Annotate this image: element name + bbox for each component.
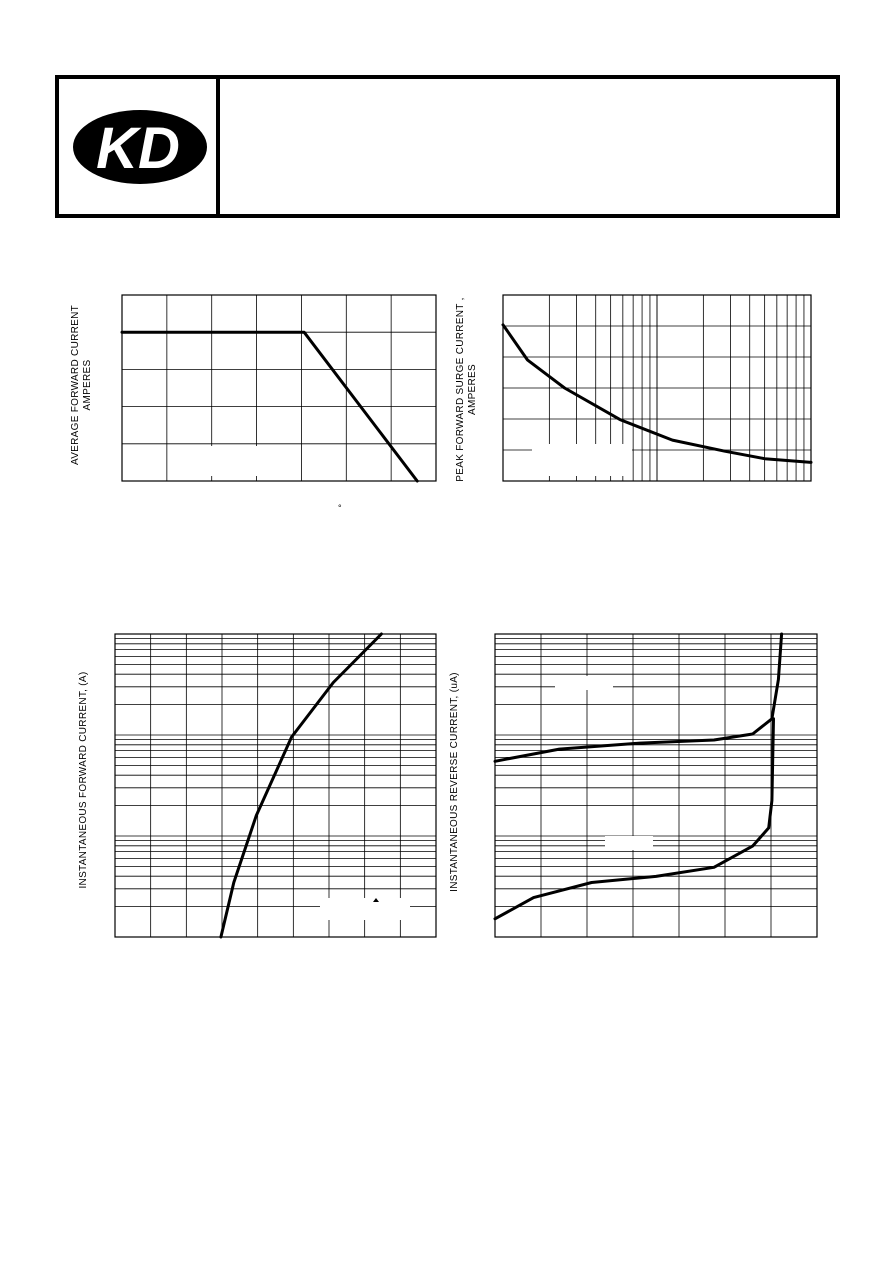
logo-cell: KD — [59, 79, 220, 214]
header-frame: KD — [55, 75, 840, 218]
chart-forward-legend-blank — [320, 898, 410, 920]
chart-reverse-label-upper-blank — [555, 676, 613, 690]
chart-derating-frame — [121, 294, 437, 482]
logo-text: KD — [96, 116, 180, 181]
chart-derating-legend-blank — [168, 446, 278, 476]
chart-reverse-series-lower — [493, 717, 775, 921]
chart-surge-series-line — [501, 323, 813, 464]
chart-surge-legend-blank — [532, 444, 632, 476]
chart-reverse-frame — [494, 633, 818, 938]
chart-derating-xlabel: ° — [338, 503, 342, 513]
chart-reverse-series-upper — [493, 632, 784, 763]
chart-forward-frame — [114, 633, 437, 938]
chart-forward-legend-mark — [373, 898, 379, 902]
kd-logo: KD — [73, 110, 207, 184]
chart-reverse-label-lower-blank — [605, 836, 653, 850]
chart-forward-series-line — [219, 632, 383, 939]
chart-derating-series-line — [120, 330, 419, 483]
